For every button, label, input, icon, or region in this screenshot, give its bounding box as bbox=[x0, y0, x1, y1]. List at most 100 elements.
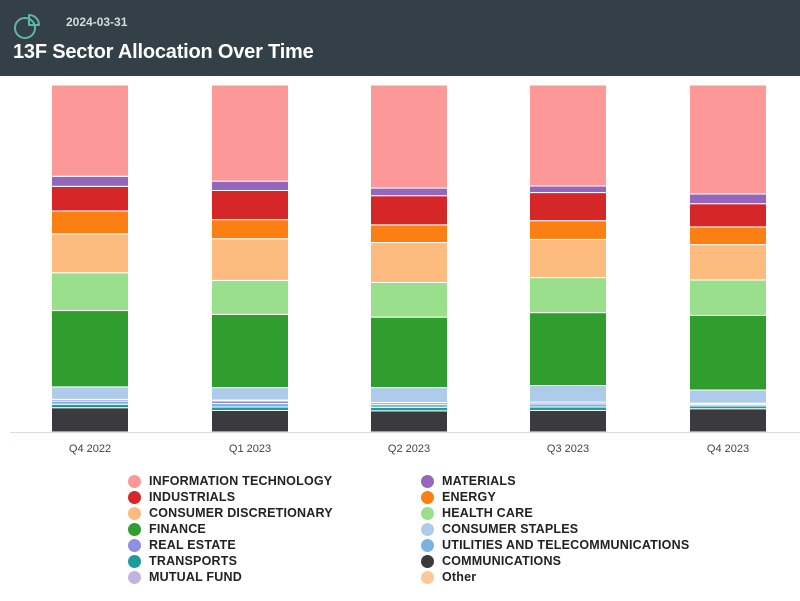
legend-label: CONSUMER DISCRETIONARY bbox=[149, 506, 333, 520]
header-bar: 2024-03-31 13F Sector Allocation Over Ti… bbox=[0, 0, 800, 76]
legend-swatch bbox=[421, 570, 434, 584]
legend-label: REAL ESTATE bbox=[149, 538, 236, 552]
legend-label: MUTUAL FUND bbox=[149, 570, 242, 584]
legend-item[interactable]: REAL ESTATE bbox=[128, 537, 236, 553]
legend-item[interactable]: TRANSPORTS bbox=[128, 553, 237, 569]
bar-segment[interactable] bbox=[529, 385, 607, 403]
bar-segment[interactable] bbox=[211, 180, 289, 191]
bar-segment[interactable] bbox=[51, 185, 129, 212]
bar-segment[interactable] bbox=[529, 185, 607, 194]
bar-segment[interactable] bbox=[211, 313, 289, 389]
page-title: 13F Sector Allocation Over Time bbox=[13, 41, 314, 63]
bar-segment[interactable] bbox=[689, 226, 767, 246]
legend-item[interactable]: MATERIALS bbox=[421, 473, 516, 489]
bar-segment[interactable] bbox=[211, 279, 289, 315]
pie-chart-icon bbox=[14, 14, 40, 39]
bar-segment[interactable] bbox=[51, 310, 129, 388]
bar-segment[interactable] bbox=[370, 187, 448, 197]
x-tick-label: Q1 2023 bbox=[229, 443, 271, 455]
legend-label: HEALTH CARE bbox=[442, 506, 533, 520]
legend-swatch bbox=[421, 538, 434, 552]
legend-label: ENERGY bbox=[442, 490, 496, 504]
legend-label: FINANCE bbox=[149, 522, 206, 536]
legend-label: INFORMATION TECHNOLOGY bbox=[149, 474, 333, 488]
bar-segment[interactable] bbox=[370, 387, 448, 404]
legend-swatch bbox=[128, 490, 141, 504]
bar-segment[interactable] bbox=[211, 406, 289, 411]
legend-label: CONSUMER STAPLES bbox=[442, 522, 579, 536]
legend-label: UTILITIES AND TELECOMMUNICATIONS bbox=[442, 538, 690, 552]
legend-item[interactable]: COMMUNICATIONS bbox=[421, 553, 561, 569]
bar-segment[interactable] bbox=[529, 277, 607, 314]
bar-segment[interactable] bbox=[529, 312, 607, 387]
bar-segment[interactable] bbox=[370, 195, 448, 226]
legend-swatch bbox=[128, 474, 141, 488]
legend-swatch bbox=[421, 522, 434, 536]
legend-label: MATERIALS bbox=[442, 474, 516, 488]
legend-item[interactable]: HEALTH CARE bbox=[421, 505, 533, 521]
bar-segment[interactable] bbox=[51, 407, 129, 433]
bar-segment[interactable] bbox=[689, 84, 767, 195]
bar-segment[interactable] bbox=[51, 84, 129, 177]
legend-item[interactable]: INFORMATION TECHNOLOGY bbox=[128, 473, 332, 489]
legend-item[interactable]: MUTUAL FUND bbox=[128, 569, 242, 585]
bar-segment[interactable] bbox=[529, 409, 607, 433]
legend-swatch bbox=[128, 554, 141, 568]
bar-segment[interactable] bbox=[51, 386, 129, 400]
bar-segment[interactable] bbox=[211, 219, 289, 240]
legend-label: INDUSTRIALS bbox=[149, 490, 236, 504]
bar-segment[interactable] bbox=[211, 238, 289, 281]
bar-segment[interactable] bbox=[689, 279, 767, 316]
legend-label: COMMUNICATIONS bbox=[442, 554, 562, 568]
legend-item[interactable]: FINANCE bbox=[128, 521, 206, 537]
x-tick-label: Q4 2023 bbox=[707, 443, 749, 455]
bar-segment[interactable] bbox=[370, 224, 448, 244]
bar-segment[interactable] bbox=[211, 403, 289, 408]
legend-item[interactable]: INDUSTRIALS bbox=[128, 489, 235, 505]
bar-segment[interactable] bbox=[211, 409, 289, 433]
legend-item[interactable]: CONSUMER STAPLES bbox=[421, 521, 578, 537]
x-tick-label: Q3 2023 bbox=[547, 443, 589, 455]
bar-segment[interactable] bbox=[689, 203, 767, 228]
legend-swatch bbox=[128, 522, 141, 536]
x-tick-label: Q2 2023 bbox=[388, 443, 430, 455]
bar-segment[interactable] bbox=[370, 406, 448, 412]
bar-segment[interactable] bbox=[51, 272, 129, 312]
report-date: 2024-03-31 bbox=[66, 15, 128, 29]
bar-segment[interactable] bbox=[370, 242, 448, 283]
legend-item[interactable]: CONSUMER DISCRETIONARY bbox=[128, 505, 333, 521]
legend-item[interactable]: UTILITIES AND TELECOMMUNICATIONS bbox=[421, 537, 689, 553]
stacked-bar-chart: Q4 2022 Q1 2023 Q2 2023 Q3 2023 Q4 2023 bbox=[10, 84, 800, 455]
legend-label: TRANSPORTS bbox=[149, 554, 238, 568]
legend-label: Other bbox=[442, 570, 477, 584]
bar-segment[interactable] bbox=[211, 387, 289, 401]
bar-segment[interactable] bbox=[370, 281, 448, 318]
bar-segment[interactable] bbox=[529, 84, 607, 187]
bar-segment[interactable] bbox=[689, 408, 767, 433]
bar-segment[interactable] bbox=[51, 403, 129, 409]
legend-swatch bbox=[128, 506, 141, 520]
legend-swatch bbox=[128, 570, 141, 584]
bar-segment[interactable] bbox=[529, 238, 607, 279]
bar-segment[interactable] bbox=[370, 410, 448, 433]
bar-segment[interactable] bbox=[689, 389, 767, 404]
bar-segment[interactable] bbox=[529, 406, 607, 411]
bar-segment[interactable] bbox=[529, 220, 607, 240]
legend-swatch bbox=[421, 474, 434, 488]
bar-segment[interactable] bbox=[51, 233, 129, 274]
legend-item[interactable]: Other bbox=[421, 569, 476, 585]
legend-swatch bbox=[421, 554, 434, 568]
bar-segment[interactable] bbox=[689, 244, 767, 281]
legend-swatch bbox=[421, 506, 434, 520]
bar-segment[interactable] bbox=[689, 314, 767, 391]
bar-segment[interactable] bbox=[211, 189, 289, 221]
legend-item[interactable]: ENERGY bbox=[421, 489, 496, 505]
legend-swatch bbox=[128, 538, 141, 552]
bar-segment[interactable] bbox=[51, 175, 129, 187]
bar-segment[interactable] bbox=[211, 84, 289, 182]
bar-segment[interactable] bbox=[689, 193, 767, 205]
bar-segment[interactable] bbox=[51, 210, 129, 235]
bar-segment[interactable] bbox=[370, 316, 448, 389]
bar-segment[interactable] bbox=[370, 84, 448, 189]
bar-segment[interactable] bbox=[529, 192, 607, 222]
